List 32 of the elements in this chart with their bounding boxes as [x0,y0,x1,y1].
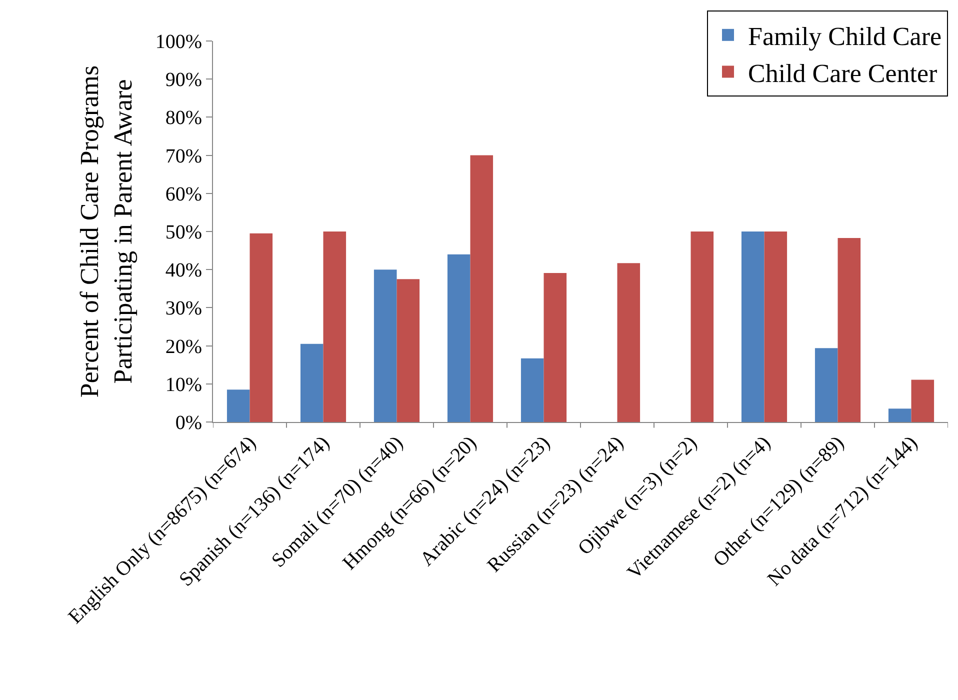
y-tick-label: 100% [155,31,202,53]
bar [544,273,567,422]
y-tick-label: 80% [165,107,202,130]
bar [226,390,250,422]
y-axis-title: Percent of Child Care Programs Participating in Parent Aware [74,65,138,398]
legend-label: Family Child Care [748,22,942,52]
bar [470,155,494,422]
bar [250,233,273,422]
bar [374,270,397,422]
y-tick-label: 60% [165,183,202,206]
y-tick-label: 20% [165,336,202,358]
bar [741,232,764,422]
y-tick-label: 90% [165,69,202,92]
bar [300,344,324,422]
y-tick-label: 40% [165,260,202,282]
bar [617,263,640,422]
bar [520,358,544,422]
bar [911,380,934,422]
bar [814,348,838,422]
y-tick-label: 70% [165,145,202,168]
y-tick-label: 30% [165,298,202,320]
bar [323,232,346,422]
bar [888,408,912,422]
y-tick-label: 10% [165,374,202,396]
y-tick-label: 0% [175,412,202,434]
y-tick-label: 50% [165,222,202,244]
bar [396,279,420,422]
bar [838,238,861,422]
bar [690,232,714,422]
legend-label: Child Care Center [748,58,938,88]
bar [447,254,470,422]
bar [764,232,788,422]
